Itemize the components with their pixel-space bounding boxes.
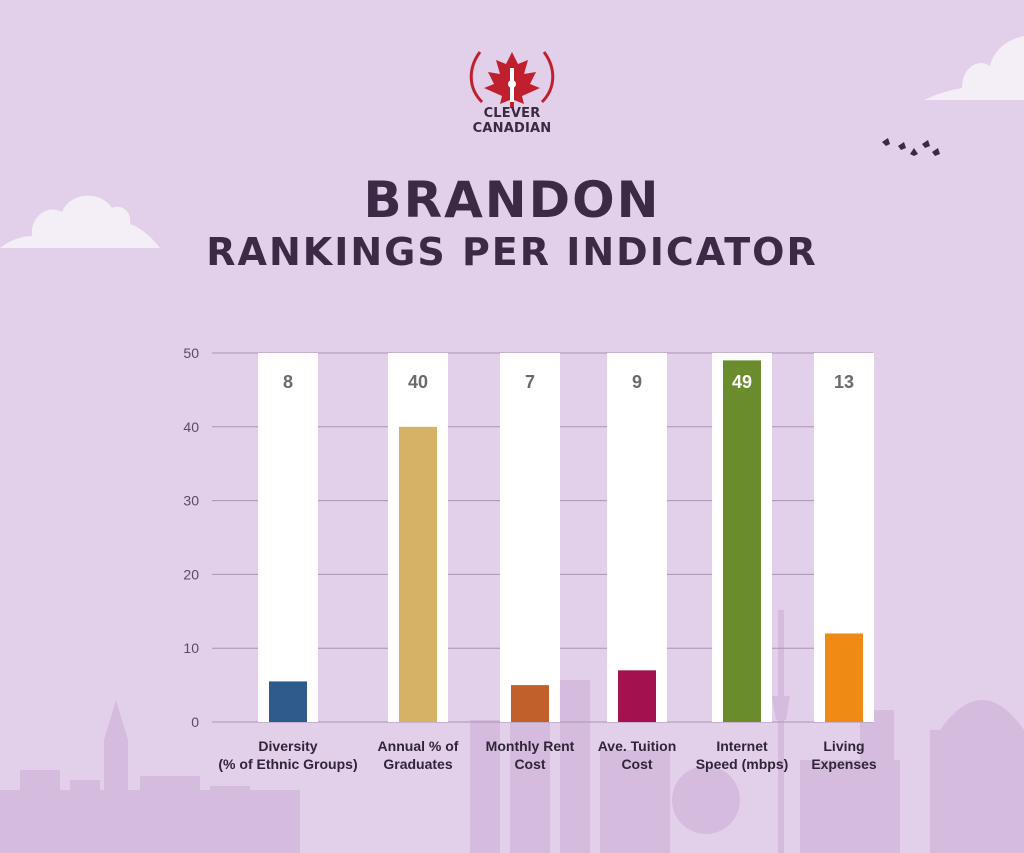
- bar-card: [258, 353, 318, 722]
- x-tick-label: Monthly Rent Cost: [485, 738, 575, 772]
- bar-card: [607, 353, 667, 722]
- value-label: 13: [834, 372, 854, 392]
- page-subtitle: RANKINGS PER INDICATOR: [206, 230, 818, 274]
- bar: [269, 681, 307, 722]
- bar-card: [500, 353, 560, 722]
- birds-icon: [882, 138, 940, 156]
- value-label: 7: [525, 372, 535, 392]
- x-tick-label: Diversity (% of Ethnic Groups): [218, 738, 358, 772]
- bar: [511, 685, 549, 722]
- value-label: 40: [408, 372, 428, 392]
- y-tick-label: 0: [191, 714, 199, 730]
- bar: [399, 426, 437, 722]
- x-tick-label: Living Expenses: [811, 738, 877, 772]
- value-label: 9: [632, 372, 642, 392]
- value-label: 49: [732, 372, 752, 392]
- y-tick-label: 10: [183, 640, 199, 656]
- bar: [825, 633, 863, 722]
- y-tick-label: 50: [183, 345, 199, 361]
- page-title: BRANDON: [363, 171, 661, 229]
- skyline-silhouette: [0, 610, 1024, 853]
- bar: [618, 670, 656, 722]
- cloud-icon: [0, 195, 160, 248]
- cloud-icon: [924, 36, 1024, 100]
- x-tick-label: Ave. Tuition Cost: [597, 738, 677, 772]
- laurel-wreath-icon: [469, 51, 555, 104]
- value-label: 8: [283, 372, 293, 392]
- y-tick-label: 20: [183, 566, 199, 582]
- y-tick-label: 30: [183, 493, 199, 509]
- logo: [469, 51, 555, 108]
- y-tick-label: 40: [183, 419, 199, 435]
- x-tick-label: Internet Speed (mbps): [695, 738, 789, 772]
- bar: [723, 360, 761, 722]
- brand-name-line2: CANADIAN: [472, 121, 552, 136]
- x-tick-label: Annual % of Graduates: [377, 738, 459, 772]
- brand-name-line1: CLEVER: [483, 106, 541, 121]
